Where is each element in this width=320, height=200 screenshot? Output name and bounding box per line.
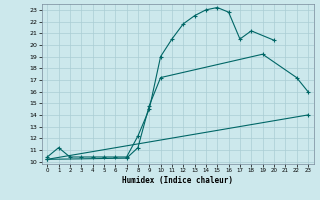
X-axis label: Humidex (Indice chaleur): Humidex (Indice chaleur) bbox=[122, 176, 233, 185]
